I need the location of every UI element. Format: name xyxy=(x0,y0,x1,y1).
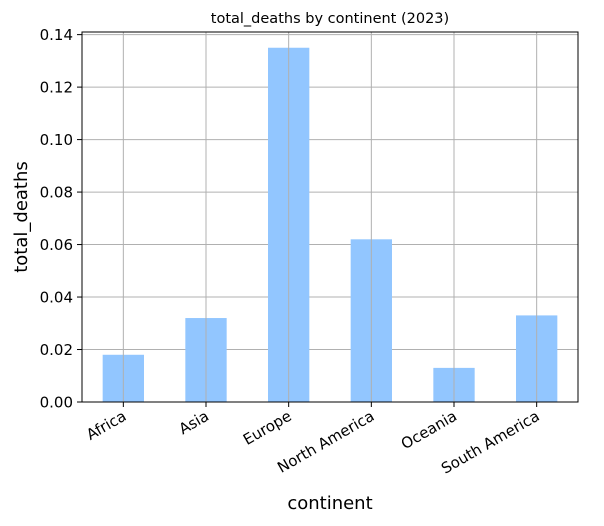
y-tick-label: 0.06 xyxy=(40,236,73,254)
x-grid-layer xyxy=(122,32,538,402)
y-tick-label: 0.02 xyxy=(40,341,73,359)
y-tick-label: 0.10 xyxy=(40,131,73,149)
y-tick-label: 0.12 xyxy=(40,79,73,97)
plot-frame xyxy=(81,31,579,403)
y-tick-label: 0.08 xyxy=(40,184,73,202)
y-axis-label: total_deaths xyxy=(11,161,32,273)
y-tick-label: 0.14 xyxy=(40,26,73,44)
y-tick-label: 0.04 xyxy=(40,289,73,307)
x-axis-label: continent xyxy=(287,493,372,514)
y-tick-label: 0.00 xyxy=(40,394,73,412)
chart-title: total_deaths by continent (2023) xyxy=(211,11,449,27)
